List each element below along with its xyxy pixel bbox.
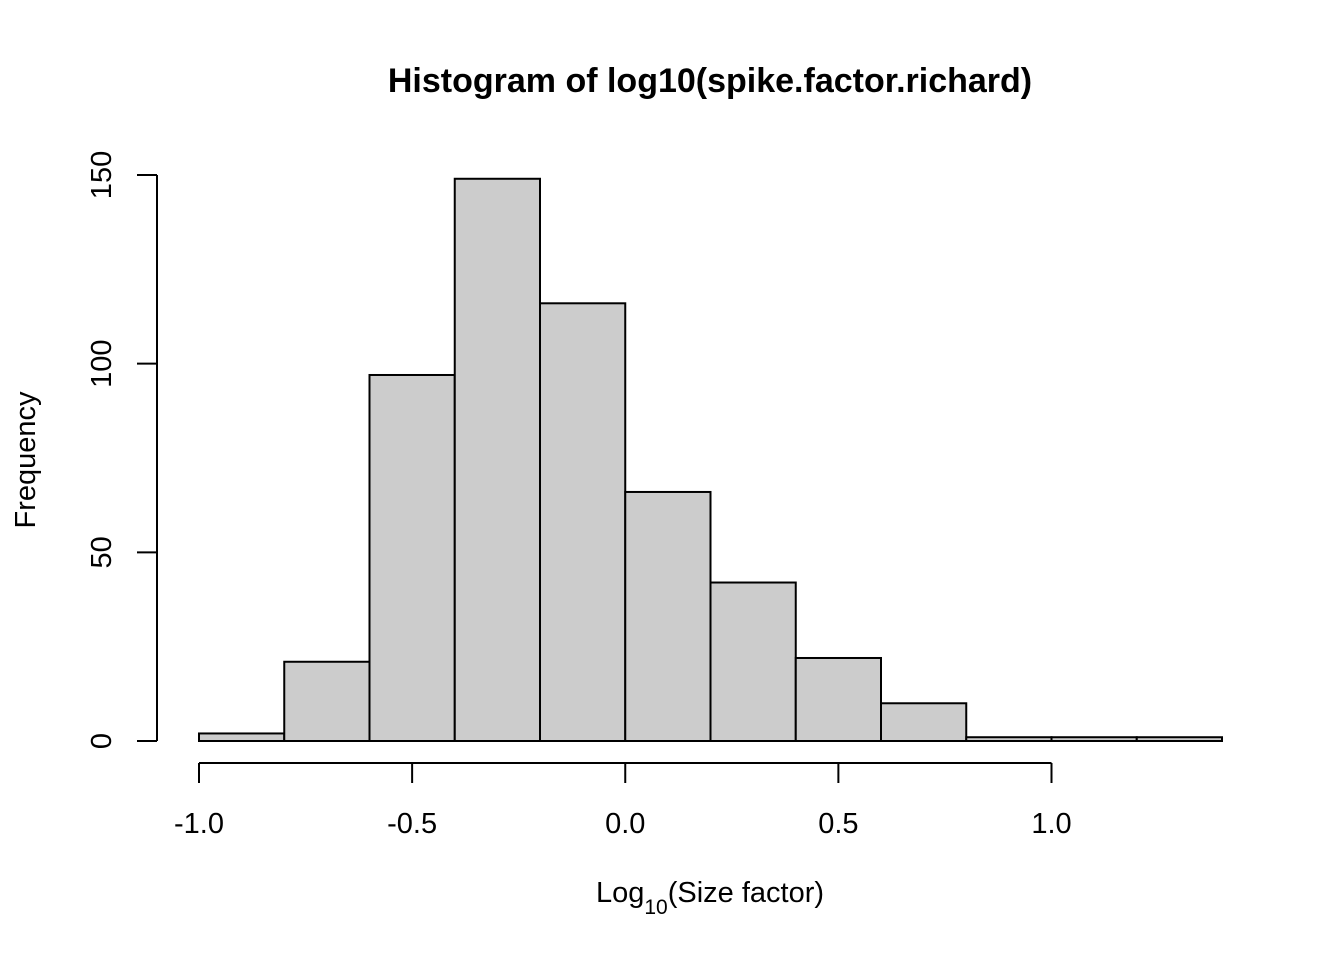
x-tick-label-4: 1.0 (1031, 808, 1071, 840)
histogram-bar-10 (1050, 736, 1138, 743)
histogram-bar-5 (624, 490, 712, 742)
x-tick-label-3: 0.5 (818, 808, 858, 840)
chart-title: Histogram of log10(spike.factor.richard) (388, 62, 1032, 100)
x-tick-label-0: -1.0 (174, 808, 224, 840)
y-tick-label-2: 100 (86, 339, 118, 387)
histogram-bar-6 (709, 581, 797, 743)
y-tick-label-1: 50 (86, 536, 118, 568)
histogram-bar-11 (1135, 736, 1223, 743)
histogram-bar-3 (453, 177, 541, 743)
x-axis-label: Log10(Size factor) (596, 877, 824, 919)
x-axis: -1.0 -0.5 0.0 0.5 1.0 (174, 762, 1072, 840)
y-tick-label-3: 150 (86, 151, 118, 199)
y-tick-label-0: 0 (86, 733, 118, 749)
histogram-bar-0 (198, 732, 286, 742)
x-tick-label-1: -0.5 (387, 808, 437, 840)
x-tick-label-2: 0.0 (605, 808, 645, 840)
histogram-bar-8 (880, 702, 968, 742)
histogram-bar-4 (539, 302, 627, 742)
x-axis-label-base: Log (596, 877, 644, 909)
y-axis-label: Frequency (10, 391, 42, 529)
histogram-bar-9 (965, 736, 1053, 743)
y-axis: 0 50 100 150 (86, 151, 158, 749)
histogram-bar-2 (368, 373, 456, 742)
x-axis-label-subscript: 10 (644, 896, 667, 919)
bars-group (198, 177, 1223, 743)
histogram-bar-1 (283, 660, 371, 743)
x-axis-label-rest: (Size factor) (668, 877, 824, 909)
histogram-bar-7 (794, 656, 882, 743)
